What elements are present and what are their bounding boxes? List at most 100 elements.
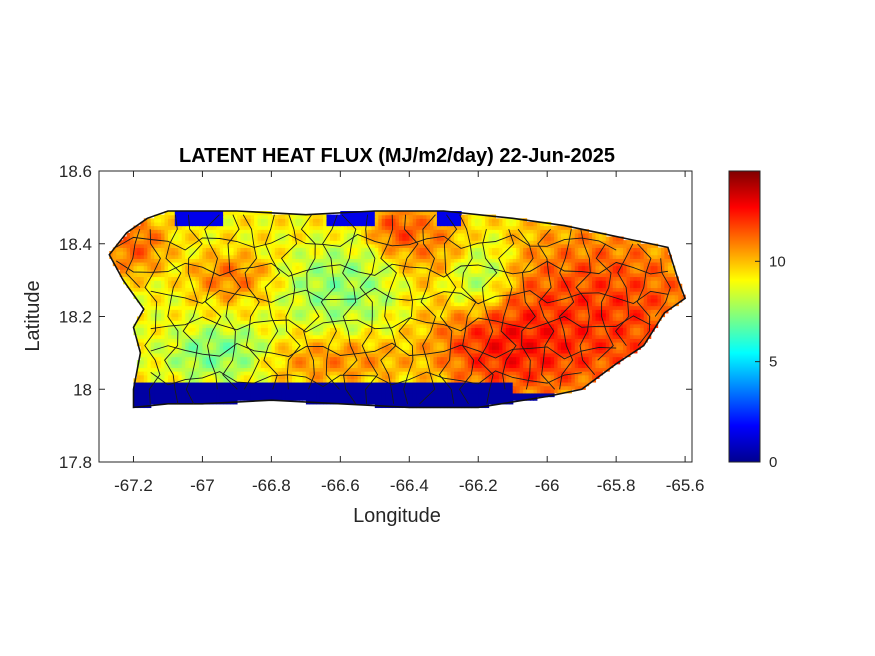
heatmap-cell — [416, 287, 421, 292]
heatmap-cell — [474, 352, 479, 358]
heatmap-cell — [212, 323, 217, 329]
heatmap-cell — [530, 331, 535, 336]
heatmap-cell — [567, 327, 572, 332]
heatmap-cell — [661, 309, 666, 314]
heatmap-cell — [633, 280, 638, 285]
heatmap-cell — [426, 385, 431, 390]
heatmap-cell — [588, 338, 593, 343]
heatmap-cell — [419, 392, 424, 398]
heatmap-cell — [143, 294, 148, 299]
heatmap-cell — [364, 305, 369, 310]
heatmap-cell — [512, 385, 517, 390]
heatmap-cell — [171, 363, 176, 369]
heatmap-cell — [457, 392, 462, 398]
heatmap-cell — [478, 331, 483, 336]
heatmap-cell — [312, 360, 317, 365]
heatmap-cell — [667, 298, 672, 303]
heatmap-cell — [430, 403, 435, 409]
heatmap-cell — [212, 316, 217, 321]
heatmap-cell — [243, 389, 248, 394]
heatmap-cell — [164, 287, 169, 292]
heatmap-cell — [381, 382, 386, 387]
heatmap-cell — [364, 382, 369, 387]
heatmap-cell — [361, 374, 366, 379]
heatmap-cell — [150, 378, 155, 383]
heatmap-cell — [174, 400, 179, 405]
heatmap-cell — [457, 385, 462, 390]
heatmap-cell — [230, 392, 235, 398]
heatmap-cell — [181, 396, 186, 401]
heatmap-cell — [671, 294, 676, 299]
heatmap-cell — [485, 323, 490, 329]
heatmap-cell — [640, 320, 645, 325]
heatmap-cell — [626, 338, 631, 343]
heatmap-cell — [305, 327, 310, 332]
heatmap-cell — [192, 389, 197, 394]
heatmap-cell — [416, 331, 421, 336]
heatmap-cell — [454, 374, 459, 379]
heatmap-cell — [236, 396, 241, 401]
heatmap-cell — [543, 374, 548, 379]
heatmap-cell — [367, 276, 372, 281]
heatmap-cell — [202, 349, 207, 354]
heatmap-cell — [157, 378, 162, 383]
heatmap-cell — [512, 367, 517, 372]
heatmap-cell — [388, 338, 393, 343]
heatmap-cell — [326, 287, 331, 292]
heatmap-cell — [240, 392, 245, 398]
heatmap-cell — [309, 342, 314, 347]
heatmap-cell — [285, 309, 290, 314]
heatmap-cell — [133, 287, 138, 292]
heatmap-cell — [581, 283, 586, 289]
heatmap-cell — [274, 301, 279, 307]
heatmap-cell — [347, 276, 352, 281]
heatmap-cell — [505, 396, 510, 401]
heatmap-cell — [464, 396, 469, 401]
heatmap-cell — [288, 301, 293, 307]
heatmap-cell — [333, 342, 338, 347]
heatmap-cell — [281, 345, 286, 350]
heatmap-cell — [305, 323, 310, 329]
heatmap-cell — [398, 334, 403, 339]
heatmap-cell — [150, 301, 155, 307]
heatmap-cell — [150, 371, 155, 376]
heatmap-cell — [199, 367, 204, 372]
heatmap-cell — [554, 371, 559, 376]
heatmap-cell — [216, 382, 221, 387]
heatmap-cell — [209, 363, 214, 369]
heatmap-cell — [461, 316, 466, 321]
heatmap-cell — [171, 320, 176, 325]
heatmap-cell — [395, 316, 400, 321]
heatmap-cell — [440, 367, 445, 372]
heatmap-cell — [367, 374, 372, 379]
heatmap-cell — [478, 371, 483, 376]
heatmap-cell — [516, 356, 521, 361]
heatmap-cell — [543, 338, 548, 343]
heatmap-cell — [533, 331, 538, 336]
heatmap-cell — [474, 400, 479, 405]
heatmap-cell — [374, 396, 379, 401]
heatmap-cell — [295, 352, 300, 358]
heatmap-cell — [347, 331, 352, 336]
heatmap-cell — [254, 280, 259, 285]
heatmap-cell — [492, 367, 497, 372]
heatmap-cell — [478, 320, 483, 325]
heatmap-cell — [302, 298, 307, 303]
heatmap-cell — [336, 316, 341, 321]
heatmap-cell — [457, 342, 462, 347]
heatmap-cell — [519, 320, 524, 325]
heatmap-cell — [271, 312, 276, 318]
heatmap-cell — [299, 323, 304, 329]
heatmap-cell — [447, 338, 452, 343]
heatmap-cell — [161, 334, 166, 339]
heatmap-cell — [509, 280, 514, 285]
heatmap-cell — [609, 305, 614, 310]
heatmap-cell — [347, 301, 352, 307]
heatmap-cell — [254, 276, 259, 281]
heatmap-cell — [161, 320, 166, 325]
heatmap-cell — [530, 349, 535, 354]
heatmap-cell — [171, 352, 176, 358]
heatmap-cell — [619, 320, 624, 325]
heatmap-cell — [598, 356, 603, 361]
heatmap-cell — [171, 400, 176, 405]
